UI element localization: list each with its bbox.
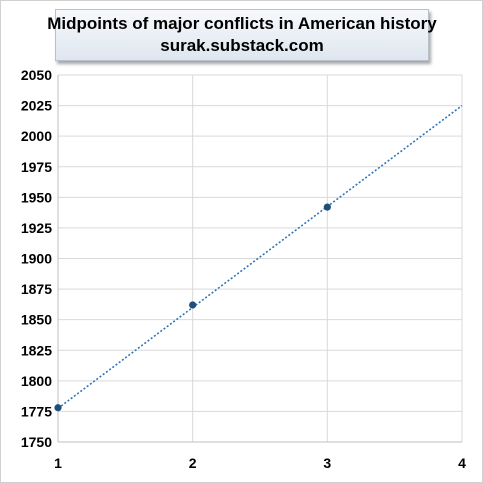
y-tick-label: 1850 xyxy=(21,312,52,328)
x-tick-label: 4 xyxy=(458,455,466,471)
data-point xyxy=(323,203,331,211)
y-tick-label: 2025 xyxy=(21,98,52,114)
y-tick-label: 1775 xyxy=(21,403,52,419)
chart-title: Midpoints of major conflicts in American… xyxy=(47,14,437,33)
y-tick-label: 1950 xyxy=(21,189,52,205)
y-tick-label: 1875 xyxy=(21,281,52,297)
y-axis-tick-labels: 2050 2025 2000 1975 1950 1925 1900 1875 1850 1825… xyxy=(21,67,52,450)
y-tick-label: 1900 xyxy=(21,251,52,267)
y-tick-label: 2050 xyxy=(21,67,52,83)
x-tick-label: 1 xyxy=(54,455,62,471)
chart-title-box: Midpoints of major conflicts in American… xyxy=(47,9,437,61)
y-tick-label: 1975 xyxy=(21,159,52,175)
y-tick-label: 1750 xyxy=(21,434,52,450)
data-point xyxy=(54,404,62,412)
data-points xyxy=(54,203,331,412)
y-tick-label: 1800 xyxy=(21,373,52,389)
grid-lines xyxy=(57,74,463,443)
x-axis-tick-labels: 1 2 3 4 xyxy=(54,455,466,471)
data-point xyxy=(189,301,197,309)
trendline xyxy=(57,104,463,409)
y-tick-label: 2000 xyxy=(21,128,52,144)
axes xyxy=(57,75,462,443)
y-tick-label: 1925 xyxy=(21,220,52,236)
x-tick-label: 2 xyxy=(189,455,197,471)
chart-subtitle: surak.substack.com xyxy=(160,36,324,55)
y-tick-label: 1825 xyxy=(21,342,52,358)
x-tick-label: 3 xyxy=(323,455,331,471)
trendline-path xyxy=(57,104,463,409)
